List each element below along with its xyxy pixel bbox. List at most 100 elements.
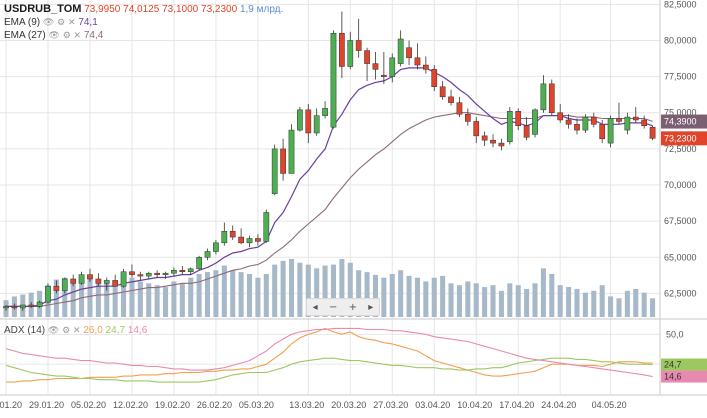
candle-body [137,274,144,277]
price-tick-label: 82,5000 [664,0,697,9]
candle-body [246,238,253,244]
candle-body [481,135,488,141]
volume-bar [398,270,404,317]
volume-bar [356,270,362,317]
candle-body [154,272,160,275]
zoom-in-button[interactable]: + [348,301,358,313]
candle-body [414,57,421,66]
date-tick-label: 05.03.20 [239,400,274,410]
candle-body [540,83,547,111]
candle-body [515,111,522,127]
eye-icon[interactable]: 👁 [47,325,60,335]
adx-label: ADX (14) [4,325,46,336]
volume-bar [87,277,93,317]
gear-icon[interactable]: ⚙ [57,17,66,27]
price-tick-label: 62,5000 [664,288,697,298]
volume-bar [389,273,395,317]
date-tick-label: 05.02.20 [71,400,106,410]
volume-bar [297,262,303,317]
volume-bar [381,277,387,317]
volume-bar [137,281,143,317]
volume-bar [498,290,504,317]
ema-price-tag [661,114,707,129]
candle-body [464,113,471,122]
candle-body [313,115,320,134]
di-minus-tag [661,370,707,383]
ema27-line [6,112,653,307]
price-tick-label: 70,0000 [664,180,697,190]
date-tick-label: 20.03.20 [331,400,366,410]
volume-bar [591,290,597,317]
candle-body [271,148,278,194]
candle-body [557,112,564,121]
date-tick-label: 13.03.20 [289,400,324,410]
eye-icon[interactable]: 👁 [48,30,60,40]
volume-bar [473,283,479,317]
candle-body [305,109,312,134]
volume-bar [465,281,471,317]
candle-body [204,251,211,258]
ema9-legend: EMA (9) 👁 ⚙ ✕ 74,1 [4,17,98,28]
price-tick-label: 72,5000 [664,144,697,154]
candle-body [280,148,286,174]
candle-body [389,57,396,77]
candle-body [78,274,85,284]
volume-bar [154,285,160,317]
candle-body [364,50,370,64]
date-tick-label: 17.04.20 [499,400,534,410]
volume-bar [53,279,59,317]
candle-body [506,111,513,142]
volume-bar [524,288,530,317]
di-plus-value: 24,7 [105,325,126,336]
volume-bar [230,270,236,317]
candle-body [221,231,228,244]
candle-body [95,278,102,284]
volume-bar [146,283,152,317]
volume-bar [440,275,446,317]
candle-body [196,257,202,270]
volume-bar [364,272,370,317]
chart-nav-toolbar: ◂ − + ▸ [306,298,380,316]
volume-bar [557,285,563,317]
eye-icon[interactable]: 👁 [42,17,55,27]
volume-bar [540,268,546,317]
volume-bar [482,287,488,317]
candle-body [36,301,43,307]
date-tick-label: 26.02.20 [197,400,232,410]
scroll-right-button[interactable]: ▸ [368,301,374,313]
candle-body [406,47,412,59]
di-minus-line [5,327,653,378]
volume-bar [330,264,336,317]
gear-icon[interactable]: ⚙ [62,325,71,335]
close-icon[interactable]: ✕ [67,17,76,27]
zoom-out-button[interactable]: − [328,301,338,313]
symbol-label: USDRUB_TOM [4,3,82,15]
candle-body [532,109,538,135]
volume-bar [213,270,219,317]
volume-bar [624,290,630,317]
date-tick-label: 29.01.20 [29,400,64,410]
close-icon[interactable]: ✕ [73,30,82,40]
candle-body [322,108,328,116]
volume-bar [347,262,353,317]
candle-body [330,32,337,128]
volume-bar [171,281,177,317]
candle-body [87,274,93,280]
candle-body [3,306,9,309]
volume-bar [263,273,269,317]
volume-bar [305,264,311,317]
candle-body [297,109,303,131]
scroll-left-button[interactable]: ◂ [312,301,318,313]
gear-icon[interactable]: ⚙ [62,30,71,40]
candle-body [129,271,135,275]
volume-bar [448,283,454,317]
di-plus-line [5,357,653,383]
candle-body [439,86,446,98]
volume-bar [188,277,194,317]
candle-body [28,304,35,307]
volume-bar [314,268,320,317]
candle-body [498,142,505,147]
candle-body [607,118,614,144]
close-icon[interactable]: ✕ [72,325,81,335]
candle-body [599,124,606,140]
